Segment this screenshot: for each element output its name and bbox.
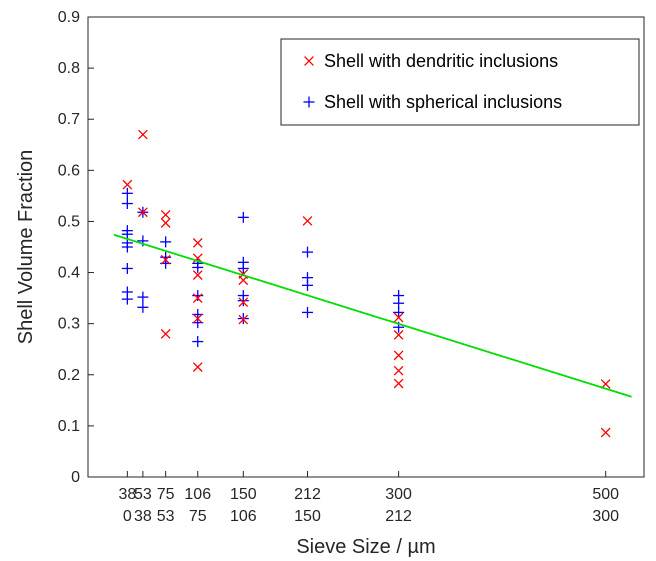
spherical-point: [302, 279, 314, 291]
spherical-point: [192, 290, 204, 302]
spherical-point: [121, 198, 133, 210]
x-tick-label-top: 212: [294, 486, 321, 503]
data-marks: [121, 129, 611, 438]
dendritic-point: [238, 314, 249, 325]
dendritic-point: [192, 313, 203, 324]
y-axis: 0 0.1 0.2 0.3 0.4 0.5 0.6 0.7 0.8 0.9: [58, 9, 94, 486]
spherical-point: [237, 313, 249, 325]
spherical-point: [302, 246, 314, 258]
trend-line: [113, 233, 632, 398]
y-tick-label: 0.5: [58, 213, 80, 230]
dendritic-point: [160, 329, 171, 339]
x-tick-label-bottom: 212: [385, 508, 412, 525]
x-tick-label-bottom: 0: [123, 508, 132, 525]
spherical-point: [121, 262, 133, 274]
dendritic-point: [238, 297, 249, 308]
x-tick-label-top: 75: [157, 486, 175, 503]
spherical-point: [192, 261, 204, 273]
dendritic-point: [122, 179, 133, 190]
spherical-point: [237, 262, 249, 274]
x-tick-label-bottom: 38: [134, 508, 152, 525]
y-tick-label: 0.3: [58, 316, 80, 333]
legend: Shell with dendritic inclusions Shell wit…: [280, 38, 640, 126]
spherical-point: [121, 293, 133, 305]
dendritic-point: [238, 275, 249, 286]
x-tick-label-bottom: 75: [189, 508, 207, 525]
dendritic-point: [138, 207, 148, 218]
x-tick-label-top: 300: [385, 486, 412, 503]
spherical-point: [302, 306, 314, 318]
spherical-point: [237, 295, 249, 307]
x-tick-label-bottom: 106: [230, 508, 257, 525]
axes-box: [87, 16, 645, 478]
y-axis-label: Shell Volume Fraction: [15, 150, 37, 345]
spherical-point: [121, 187, 133, 199]
dendritic-point: [393, 365, 404, 376]
x-tick-label-bottom: 53: [157, 508, 175, 525]
dendritic-point: [138, 129, 148, 140]
spherical-point: [137, 291, 149, 303]
spherical-point: [393, 306, 405, 318]
spherical-point: [393, 297, 405, 309]
dendritic-point: [160, 209, 171, 220]
dendritic-point: [160, 218, 171, 228]
legend-spherical-marker: [303, 96, 315, 108]
y-tick-label: 0.4: [58, 265, 80, 282]
x-tick-label-bottom: 150: [294, 508, 321, 525]
x-tick-label-bottom: 300: [592, 508, 619, 525]
legend-entry-label: Shell with dendritic inclusions: [324, 51, 558, 71]
y-tick-label: 0.8: [58, 60, 80, 77]
dendritic-point: [393, 378, 404, 389]
x-tick-label-top: 38: [118, 486, 136, 503]
y-tick-label: 0.1: [58, 418, 80, 435]
legend-entry-label: Shell with spherical inclusions: [324, 92, 562, 112]
dendritic-point: [393, 350, 404, 361]
x-tick-label-top: 500: [592, 486, 619, 503]
dendritic-point: [393, 330, 404, 340]
legend-box: [280, 38, 640, 126]
spherical-point: [160, 236, 172, 248]
y-tick-label: 0.7: [58, 111, 80, 128]
x-tick-label-top: 53: [134, 486, 152, 503]
y-tick-label: 0.9: [58, 9, 80, 26]
dendritic-point: [192, 362, 203, 372]
y-tick-label: 0: [71, 469, 80, 486]
dendritic-point: [192, 238, 203, 248]
y-tick-label: 0.6: [58, 162, 80, 179]
spherical-point: [192, 336, 204, 348]
legend-dendritic-marker: [304, 56, 314, 66]
dendritic-point: [393, 312, 404, 323]
trend-line-group: [113, 233, 632, 398]
spherical-point: [121, 241, 133, 253]
x-axis-label: Sieve Size / µm: [296, 536, 435, 558]
x-tick-label-top: 150: [230, 486, 257, 503]
dendritic-point: [600, 427, 611, 438]
y-tick-label: 0.2: [58, 367, 80, 384]
dendritic-point: [192, 270, 203, 280]
dendritic-point: [160, 254, 171, 265]
dendritic-point: [302, 216, 313, 226]
spherical-point: [137, 301, 149, 313]
spherical-point: [237, 211, 249, 223]
x-tick-label-top: 106: [184, 486, 211, 503]
dendritic-point: [192, 293, 203, 303]
